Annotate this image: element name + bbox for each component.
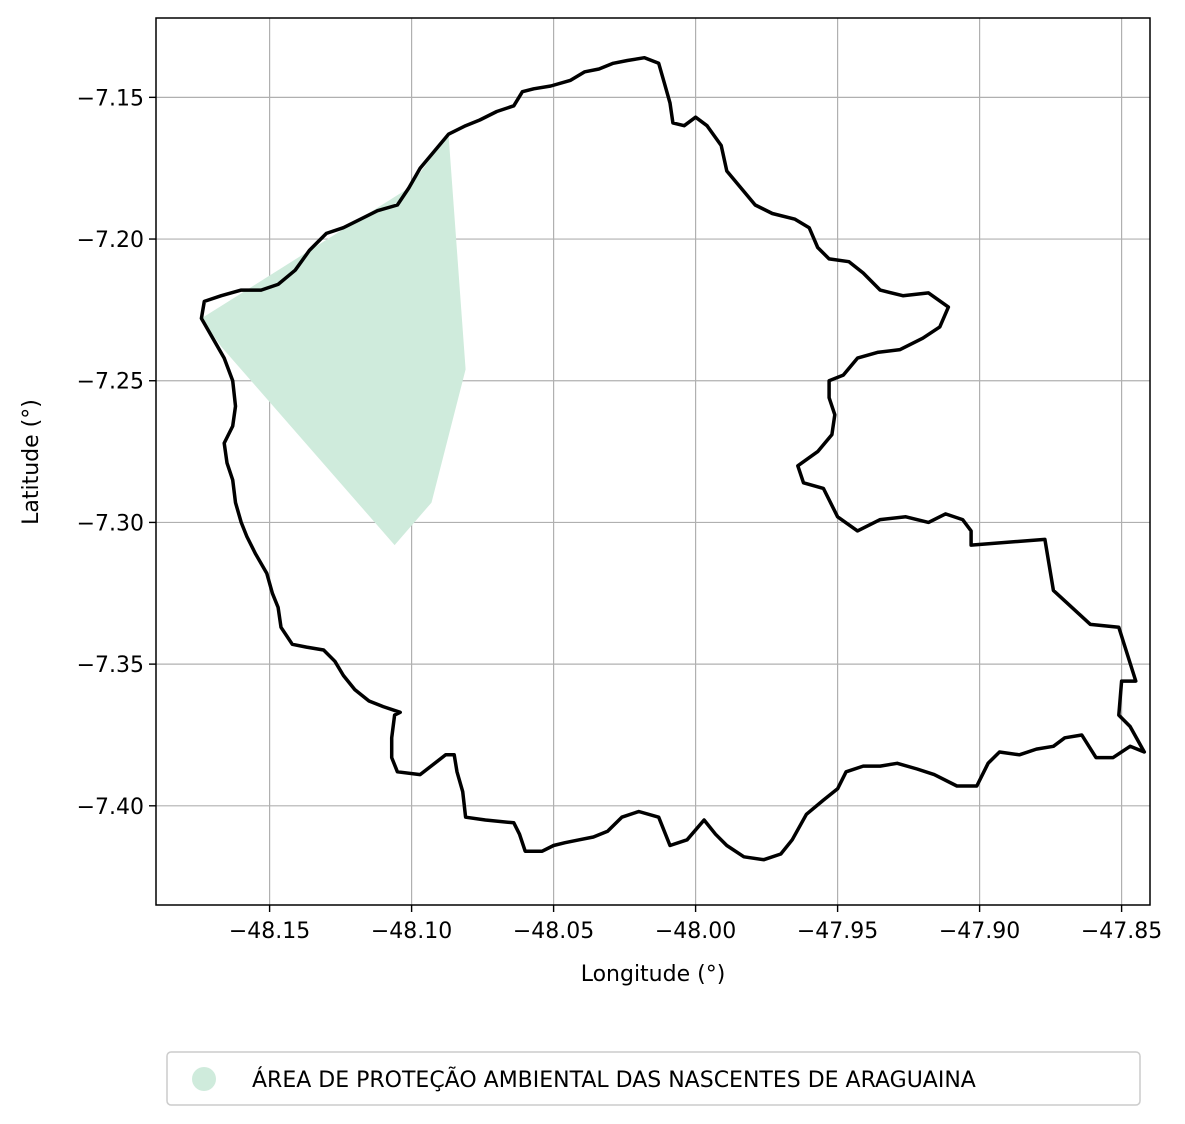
y-tick-label: −7.15 <box>77 86 144 111</box>
legend: ÁREA DE PROTEÇÃO AMBIENTAL DAS NASCENTES… <box>166 1051 1141 1106</box>
y-tick-label: −7.35 <box>77 653 144 678</box>
municipality-boundary <box>199 55 1147 862</box>
x-tick-label: −48.00 <box>655 919 736 944</box>
municipality-boundary-layer <box>199 55 1147 862</box>
x-tick-label: −48.15 <box>229 919 310 944</box>
protected-area-layer <box>201 134 466 546</box>
protected-area-polygon <box>201 134 466 546</box>
x-axis-label: Longitude (°) <box>581 962 726 987</box>
grid-lines <box>156 18 1150 905</box>
legend-frame <box>166 1051 1141 1106</box>
legend-label: ÁREA DE PROTEÇÃO AMBIENTAL DAS NASCENTES… <box>252 1066 976 1093</box>
y-axis-ticks: −7.15 −7.20 −7.25 −7.30 −7.35 −7.40 <box>77 86 156 820</box>
x-tick-label: −47.95 <box>797 919 878 944</box>
y-tick-label: −7.20 <box>77 228 144 253</box>
y-tick-label: −7.40 <box>77 795 144 820</box>
x-tick-label: −47.85 <box>1081 919 1162 944</box>
plot-frame <box>155 17 1151 906</box>
y-axis-label: Latitude (°) <box>19 399 44 525</box>
legend-swatch <box>192 1067 216 1091</box>
x-tick-label: −47.90 <box>939 919 1020 944</box>
y-tick-label: −7.25 <box>77 370 144 395</box>
x-tick-label: −48.10 <box>371 919 452 944</box>
x-tick-label: −48.05 <box>513 919 594 944</box>
y-tick-label: −7.30 <box>77 511 144 536</box>
x-axis-ticks: −48.15 −48.10 −48.05 −48.00 −47.95 −47.90 −47.… <box>229 905 1162 944</box>
